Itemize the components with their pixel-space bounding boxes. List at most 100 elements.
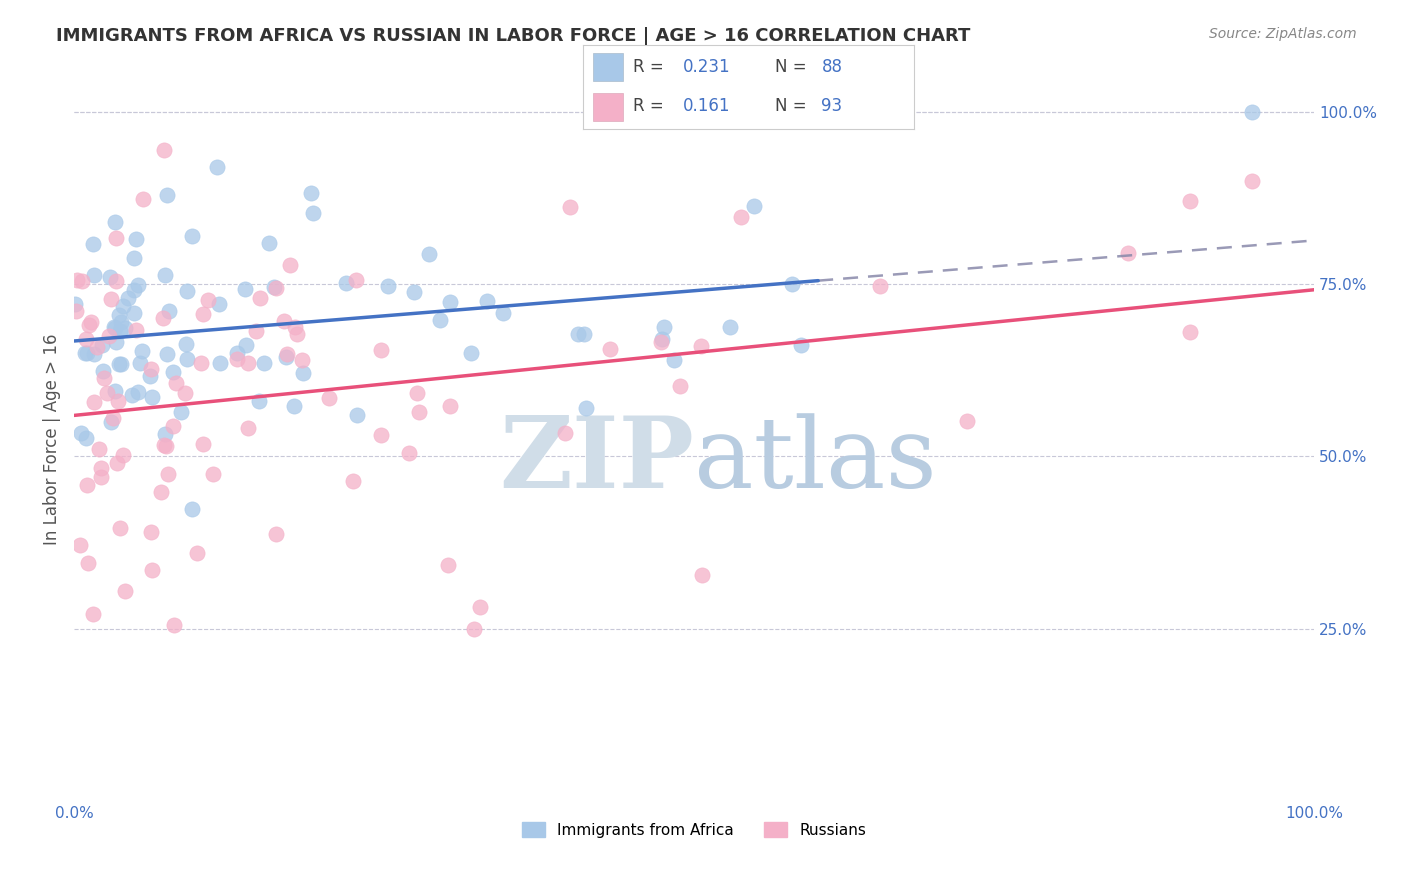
Text: N =: N = bbox=[775, 59, 813, 77]
Point bbox=[205, 160, 228, 174]
Point bbox=[291, 353, 314, 368]
Point bbox=[104, 321, 127, 335]
Point bbox=[335, 277, 357, 291]
Point bbox=[70, 425, 93, 440]
Point bbox=[1241, 174, 1264, 188]
Point bbox=[170, 405, 193, 419]
Point bbox=[662, 353, 685, 368]
Point bbox=[429, 313, 451, 327]
Point bbox=[73, 346, 96, 360]
Point bbox=[76, 478, 98, 492]
Point bbox=[406, 385, 429, 400]
Point bbox=[156, 346, 179, 360]
Point bbox=[174, 386, 197, 401]
Point bbox=[869, 279, 891, 293]
Point bbox=[1178, 325, 1201, 339]
Point bbox=[276, 350, 298, 364]
Point bbox=[377, 279, 399, 293]
Point bbox=[226, 352, 249, 367]
Bar bbox=[593, 93, 623, 120]
Text: R =: R = bbox=[633, 59, 669, 77]
Point bbox=[77, 556, 100, 570]
Point bbox=[408, 405, 430, 419]
Point bbox=[284, 319, 307, 334]
Point bbox=[90, 338, 112, 352]
Point bbox=[650, 335, 672, 350]
Point bbox=[97, 329, 120, 343]
Text: IMMIGRANTS FROM AFRICA VS RUSSIAN IN LABOR FORCE | AGE > 16 CORRELATION CHART: IMMIGRANTS FROM AFRICA VS RUSSIAN IN LAB… bbox=[56, 27, 970, 45]
Point bbox=[302, 206, 325, 220]
Point bbox=[190, 357, 212, 371]
Point bbox=[202, 467, 225, 481]
Point bbox=[191, 437, 214, 451]
Point bbox=[101, 411, 124, 425]
Point bbox=[156, 187, 179, 202]
Point bbox=[266, 526, 288, 541]
Point bbox=[152, 311, 174, 326]
Point bbox=[128, 356, 150, 370]
Point bbox=[463, 622, 485, 636]
Legend: Immigrants from Africa, Russians: Immigrants from Africa, Russians bbox=[516, 815, 873, 844]
Point bbox=[98, 270, 121, 285]
Point bbox=[105, 456, 128, 470]
Point bbox=[460, 346, 482, 360]
Point bbox=[560, 200, 582, 214]
Point bbox=[125, 323, 148, 337]
Point bbox=[162, 418, 184, 433]
Point bbox=[181, 228, 204, 243]
Point bbox=[236, 356, 259, 370]
Point bbox=[139, 368, 162, 383]
Point bbox=[236, 421, 259, 435]
Point bbox=[90, 461, 112, 475]
Text: R =: R = bbox=[633, 97, 669, 115]
Text: 0.161: 0.161 bbox=[683, 97, 730, 115]
Point bbox=[122, 306, 145, 320]
Point bbox=[226, 346, 249, 360]
Point bbox=[127, 277, 149, 292]
Point bbox=[342, 474, 364, 488]
Point bbox=[112, 299, 135, 313]
Point bbox=[125, 232, 148, 246]
Point bbox=[131, 343, 153, 358]
Point bbox=[492, 306, 515, 320]
Point bbox=[292, 366, 315, 380]
Text: atlas: atlas bbox=[695, 413, 936, 508]
Point bbox=[209, 356, 232, 370]
Point bbox=[1178, 194, 1201, 209]
Point bbox=[63, 296, 86, 310]
Point bbox=[107, 357, 129, 371]
Point bbox=[285, 326, 308, 341]
Point bbox=[554, 425, 576, 440]
Point bbox=[104, 215, 127, 229]
Point bbox=[439, 294, 461, 309]
Point bbox=[83, 268, 105, 282]
Point bbox=[93, 370, 115, 384]
Point bbox=[235, 337, 257, 351]
Point bbox=[108, 308, 131, 322]
Point bbox=[150, 484, 173, 499]
Point bbox=[110, 357, 132, 371]
Point bbox=[76, 345, 98, 359]
Point bbox=[163, 618, 186, 632]
Point bbox=[567, 326, 589, 341]
Text: 93: 93 bbox=[821, 97, 842, 115]
Point bbox=[66, 273, 89, 287]
Point bbox=[100, 415, 122, 429]
Point bbox=[253, 356, 276, 370]
Point bbox=[139, 524, 162, 539]
Point bbox=[1116, 246, 1139, 260]
Text: Source: ZipAtlas.com: Source: ZipAtlas.com bbox=[1209, 27, 1357, 41]
Text: ZIP: ZIP bbox=[499, 412, 695, 509]
Point bbox=[790, 338, 813, 352]
Point bbox=[197, 293, 219, 307]
Point bbox=[742, 198, 765, 212]
Point bbox=[651, 332, 673, 346]
Point bbox=[654, 320, 676, 334]
Point bbox=[79, 315, 101, 329]
Point bbox=[718, 319, 741, 334]
Point bbox=[278, 258, 301, 272]
Point bbox=[131, 192, 153, 206]
Point bbox=[141, 564, 163, 578]
Point bbox=[122, 283, 145, 297]
Text: N =: N = bbox=[775, 97, 813, 115]
